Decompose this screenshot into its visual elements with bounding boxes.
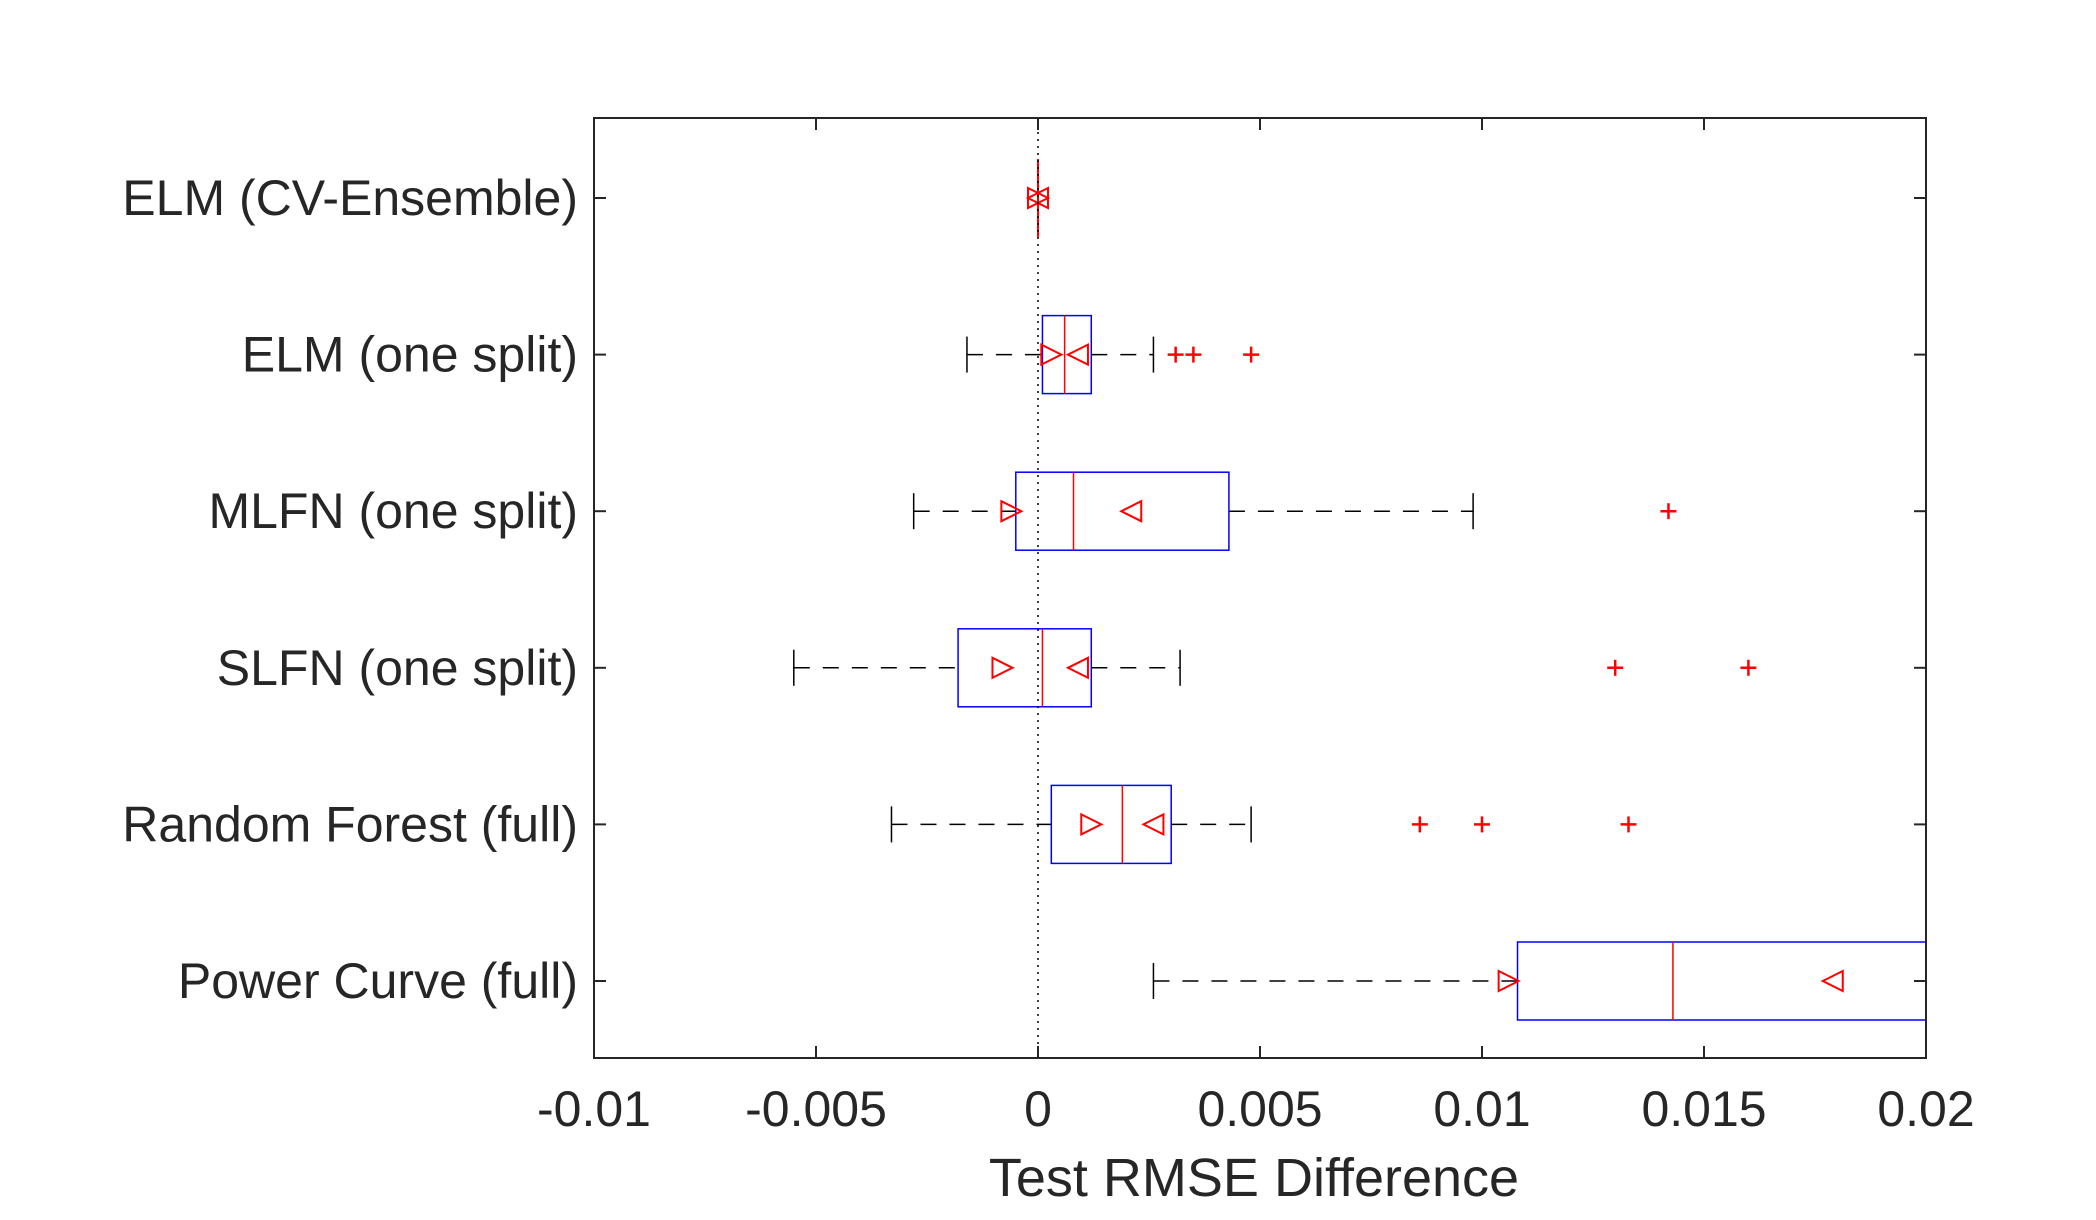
box-group (890, 784, 1637, 865)
category-label: ELM (one split) (242, 327, 578, 383)
outlier-point (1185, 346, 1202, 363)
notch-low-marker (1080, 812, 1104, 837)
axes-layer: -0.01 -0.005 0 0.005 0.01 0.015 0.02 ELM (CV-En… (122, 117, 1975, 1137)
outlier-point (1474, 816, 1490, 833)
category-label: MLFN (one split) (208, 483, 578, 539)
x-tick-label: -0.005 (745, 1081, 887, 1137)
notch-low-marker (1000, 499, 1024, 523)
notch-low-marker (991, 656, 1015, 680)
box-group (912, 471, 1677, 551)
x-tick-label: 0.015 (1641, 1081, 1766, 1137)
x-tick-label: -0.01 (537, 1081, 651, 1137)
box-group (793, 628, 1757, 708)
outlier-point (1411, 816, 1428, 833)
notch-low-marker (1497, 969, 1521, 993)
x-tick-label: 0.02 (1877, 1081, 1974, 1137)
outlier-point (1243, 346, 1260, 363)
x-tick-label: 0.005 (1197, 1081, 1322, 1137)
notch-high-marker (1820, 969, 1844, 993)
iqr-box (1015, 471, 1230, 551)
category-label: ELM (CV-Ensemble) (122, 170, 578, 226)
outlier-point (1620, 816, 1637, 833)
plot-frame (593, 117, 1927, 1059)
category-label: Power Curve (full) (178, 953, 578, 1009)
category-label: Random Forest (full) (122, 796, 578, 852)
box-group (966, 314, 1260, 395)
x-tick-label: 0 (1024, 1081, 1052, 1137)
category-label: SLFN (one split) (217, 640, 578, 696)
box-group (1152, 941, 1927, 1021)
x-axis-label: Test RMSE Difference (989, 1148, 1519, 1208)
x-tick-label: 0.01 (1433, 1081, 1530, 1137)
outlier-point (1607, 659, 1624, 676)
notch-high-marker (1065, 342, 1089, 367)
notch-high-marker (1065, 656, 1089, 680)
iqr-box (957, 628, 1093, 708)
outlier-point (1660, 503, 1677, 520)
iqr-box (1041, 314, 1093, 395)
outlier-point (1167, 346, 1184, 363)
outlier-point (1740, 659, 1757, 676)
notch-high-marker (1119, 499, 1143, 523)
boxes-layer (793, 159, 1927, 1021)
iqr-box (1050, 784, 1172, 865)
notch-high-marker (1141, 812, 1165, 837)
notch-low-marker (1040, 342, 1064, 367)
box-group (1025, 159, 1051, 237)
iqr-box (1516, 941, 1927, 1021)
